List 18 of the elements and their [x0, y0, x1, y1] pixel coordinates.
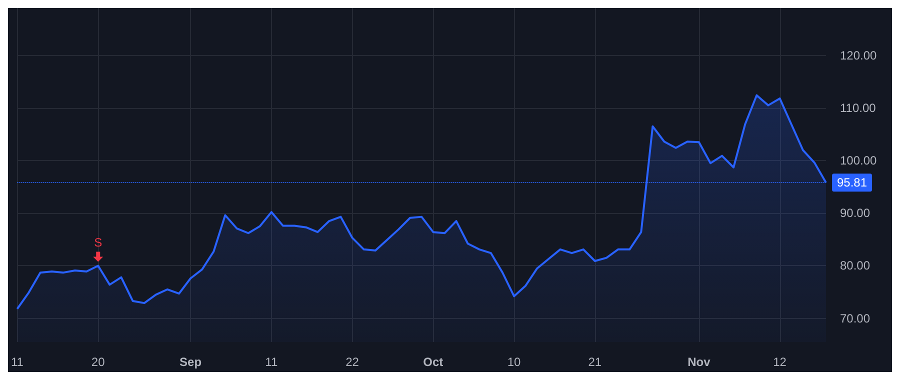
- x-tick-label: 11: [10, 355, 24, 369]
- x-tick-label: Nov: [688, 355, 711, 369]
- x-tick-label: 21: [588, 355, 602, 369]
- x-tick-label: 10: [507, 355, 522, 369]
- x-tick-label: 11: [265, 355, 278, 369]
- y-tick-label: 80.00: [840, 258, 870, 273]
- x-tick-label: 12: [773, 355, 787, 369]
- annotation: S: [94, 236, 102, 250]
- y-tick-label: 90.00: [840, 206, 870, 220]
- x-tick-label: Oct: [423, 355, 444, 369]
- y-tick-label: 120.00: [840, 48, 878, 62]
- x-tick-label: 22: [346, 355, 360, 369]
- y-tick-label: 100.00: [840, 154, 878, 168]
- ref-line-label: 95.81: [837, 176, 868, 190]
- y-tick-label: 110.00: [840, 100, 876, 115]
- x-tick-label: Sep: [180, 355, 202, 369]
- x-tick-label: 20: [91, 355, 106, 369]
- y-tick-label: 70.00: [840, 311, 870, 326]
